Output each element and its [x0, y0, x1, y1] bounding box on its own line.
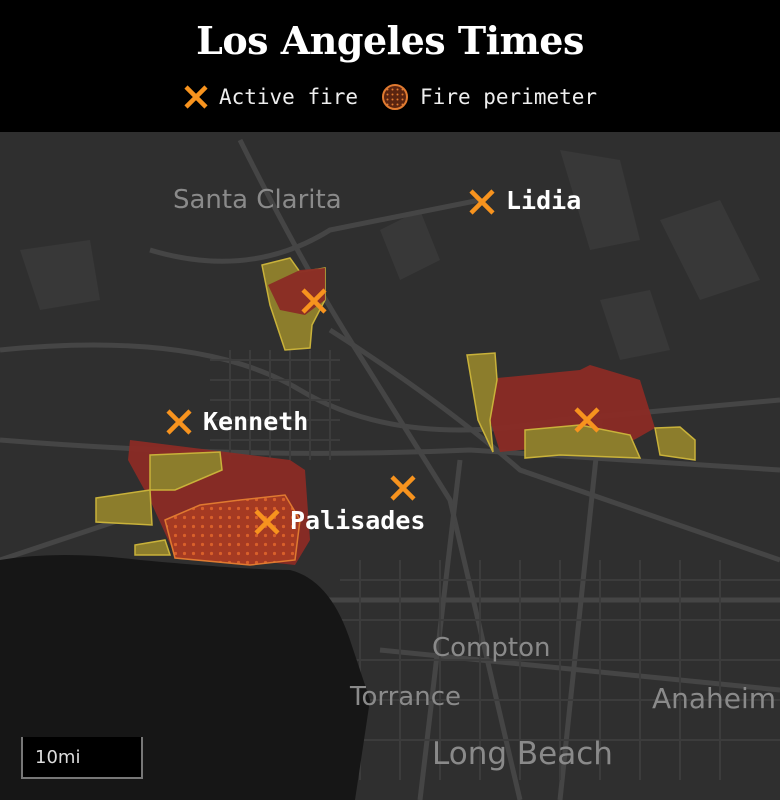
x-marker-icon	[166, 409, 192, 435]
place-label: Compton	[432, 633, 551, 663]
legend-label: Active fire	[218, 85, 359, 109]
x-marker-icon	[254, 509, 280, 535]
dotted-circle-icon	[382, 84, 409, 110]
fire-label-kenneth: Kenneth	[203, 407, 309, 436]
x-marker-icon	[469, 189, 495, 215]
fire-label-lidia: Lidia	[506, 186, 582, 215]
place-label: Torrance	[350, 682, 461, 712]
legend-item-fire-perimeter: Fire perimeter	[380, 82, 597, 112]
roads	[0, 138, 780, 800]
fire-label-palisades: Palisades	[290, 506, 426, 535]
x-marker-icon	[574, 407, 600, 433]
header: Los Angeles Times Active fire Fire perim…	[0, 0, 780, 132]
place-label: Anaheim	[652, 682, 777, 715]
logo: Los Angeles Times	[196, 18, 584, 63]
terrain	[20, 150, 760, 360]
map[interactable]	[0, 132, 780, 800]
place-label: Santa Clarita	[173, 185, 342, 215]
legend-item-active-fire: Active fire	[183, 84, 358, 110]
place-label: Long Beach	[432, 736, 613, 772]
legend-label: Fire perimeter	[420, 85, 598, 109]
street-grid	[210, 350, 780, 780]
x-marker-icon	[184, 85, 208, 109]
fire-markers	[166, 189, 600, 535]
fire-areas	[95, 257, 696, 566]
x-marker-icon	[301, 288, 327, 314]
scale-bar: 10mi	[21, 737, 143, 779]
x-marker-icon	[390, 475, 416, 501]
legend: Active fire Fire perimeter	[0, 82, 780, 112]
